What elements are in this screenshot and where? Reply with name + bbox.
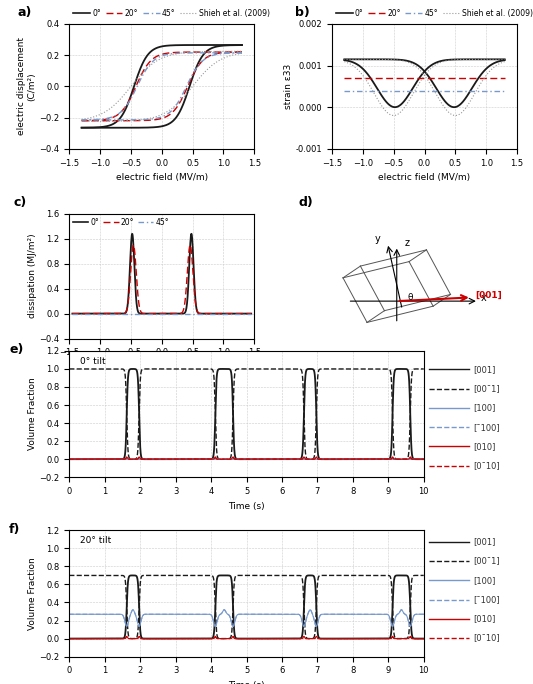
- Text: b): b): [295, 6, 310, 19]
- Y-axis label: Volume Fraction: Volume Fraction: [28, 378, 37, 451]
- Text: [0¯10]: [0¯10]: [473, 633, 500, 642]
- Text: c): c): [14, 196, 27, 209]
- X-axis label: Time (s): Time (s): [228, 681, 265, 684]
- X-axis label: electric field (MV/m): electric field (MV/m): [116, 173, 208, 182]
- Y-axis label: strain ε33: strain ε33: [284, 64, 293, 109]
- Y-axis label: dissipation (MJ/m²): dissipation (MJ/m²): [28, 234, 37, 319]
- Text: [010]: [010]: [473, 442, 496, 451]
- Text: y: y: [375, 234, 381, 244]
- Text: [001]: [001]: [473, 537, 496, 547]
- Text: f): f): [9, 523, 20, 536]
- Legend: 0°, 20°, 45°, Shieh et al. (2009): 0°, 20°, 45°, Shieh et al. (2009): [336, 9, 533, 18]
- Text: 0° tilt: 0° tilt: [80, 356, 106, 365]
- X-axis label: Time (s): Time (s): [228, 501, 265, 510]
- X-axis label: electric field (MV/m): electric field (MV/m): [116, 363, 208, 372]
- Text: [100]: [100]: [473, 576, 496, 585]
- X-axis label: electric field (MV/m): electric field (MV/m): [378, 173, 471, 182]
- Y-axis label: electric displacement
(C/m²): electric displacement (C/m²): [17, 38, 37, 135]
- Y-axis label: Volume Fraction: Volume Fraction: [28, 557, 37, 630]
- Text: [001]: [001]: [473, 365, 496, 374]
- Legend: 0°, 20°, 45°, Shieh et al. (2009): 0°, 20°, 45°, Shieh et al. (2009): [73, 9, 270, 18]
- Text: [001]: [001]: [475, 291, 502, 300]
- Legend: 0°, 20°, 45°: 0°, 20°, 45°: [73, 218, 169, 226]
- Text: [010]: [010]: [473, 614, 496, 623]
- Text: a): a): [18, 6, 32, 19]
- Text: [100]: [100]: [473, 404, 496, 412]
- Text: [00¯1]: [00¯1]: [473, 557, 500, 566]
- Text: 20° tilt: 20° tilt: [80, 536, 111, 545]
- Text: x: x: [481, 293, 486, 303]
- Text: θ: θ: [408, 293, 414, 302]
- Text: e): e): [9, 343, 23, 356]
- Text: [00¯1]: [00¯1]: [473, 384, 500, 393]
- Text: [0¯10]: [0¯10]: [473, 461, 500, 470]
- Text: z: z: [404, 238, 409, 248]
- Text: d): d): [298, 196, 313, 209]
- Text: [¯100]: [¯100]: [473, 595, 500, 604]
- Text: [¯100]: [¯100]: [473, 423, 500, 432]
